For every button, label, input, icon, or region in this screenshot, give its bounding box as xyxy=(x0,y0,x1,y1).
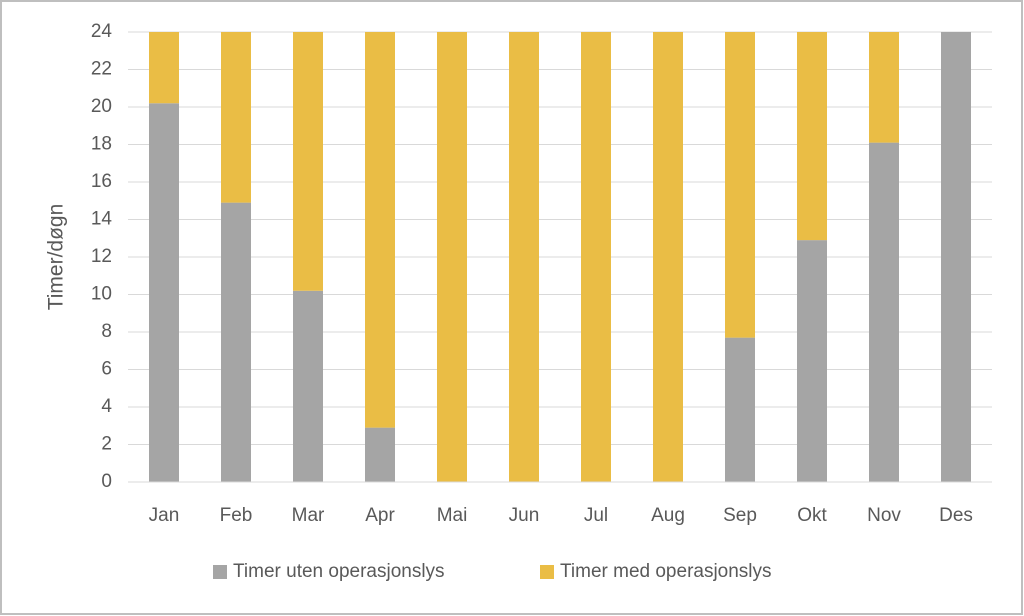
legend-label: Timer uten operasjonslys xyxy=(233,561,445,582)
x-tick-label: Nov xyxy=(867,505,901,526)
x-tick-label: Okt xyxy=(797,505,827,526)
y-tick-label: 4 xyxy=(101,396,112,417)
bar xyxy=(581,32,611,482)
legend-swatch xyxy=(540,565,554,579)
x-tick-label: Jun xyxy=(509,505,540,526)
y-tick-label: 12 xyxy=(91,246,112,267)
legend-swatch xyxy=(213,565,227,579)
legend-label: Timer med operasjonslys xyxy=(560,561,772,582)
y-tick-label: 0 xyxy=(101,471,112,492)
y-axis-title: Timer/døgn xyxy=(45,204,68,311)
bar xyxy=(365,32,395,428)
bar xyxy=(221,32,251,203)
x-tick-label: Jul xyxy=(584,505,608,526)
bar xyxy=(293,290,323,482)
y-tick-label: 22 xyxy=(91,59,112,80)
y-tick-label: 2 xyxy=(101,434,112,455)
bar xyxy=(941,32,971,482)
y-tick-label: 16 xyxy=(91,171,112,192)
x-tick-label: Des xyxy=(939,505,973,526)
y-tick-label: 8 xyxy=(101,321,112,342)
x-tick-label: Feb xyxy=(220,505,253,526)
bar xyxy=(149,103,179,482)
bar xyxy=(725,32,755,338)
bar xyxy=(293,32,323,291)
x-tick-label: Jan xyxy=(149,505,180,526)
bar xyxy=(509,32,539,482)
y-tick-label: 6 xyxy=(101,359,112,380)
x-tick-label: Apr xyxy=(365,505,395,526)
bar xyxy=(365,427,395,482)
x-tick-label: Mar xyxy=(292,505,325,526)
bar xyxy=(437,32,467,482)
y-tick-label: 24 xyxy=(91,21,113,42)
bar xyxy=(869,32,899,143)
x-tick-label: Mai xyxy=(437,505,468,526)
x-tick-label: Aug xyxy=(651,505,685,526)
y-tick-label: 18 xyxy=(91,134,112,155)
y-tick-label: 10 xyxy=(91,284,112,305)
bar xyxy=(149,32,179,104)
bar xyxy=(725,337,755,482)
y-tick-label: 20 xyxy=(91,96,112,117)
bar xyxy=(221,202,251,482)
bar xyxy=(869,142,899,482)
y-tick-label: 14 xyxy=(91,209,113,230)
bar xyxy=(797,32,827,241)
bar xyxy=(797,240,827,482)
bar xyxy=(653,32,683,482)
x-tick-label: Sep xyxy=(723,505,757,526)
